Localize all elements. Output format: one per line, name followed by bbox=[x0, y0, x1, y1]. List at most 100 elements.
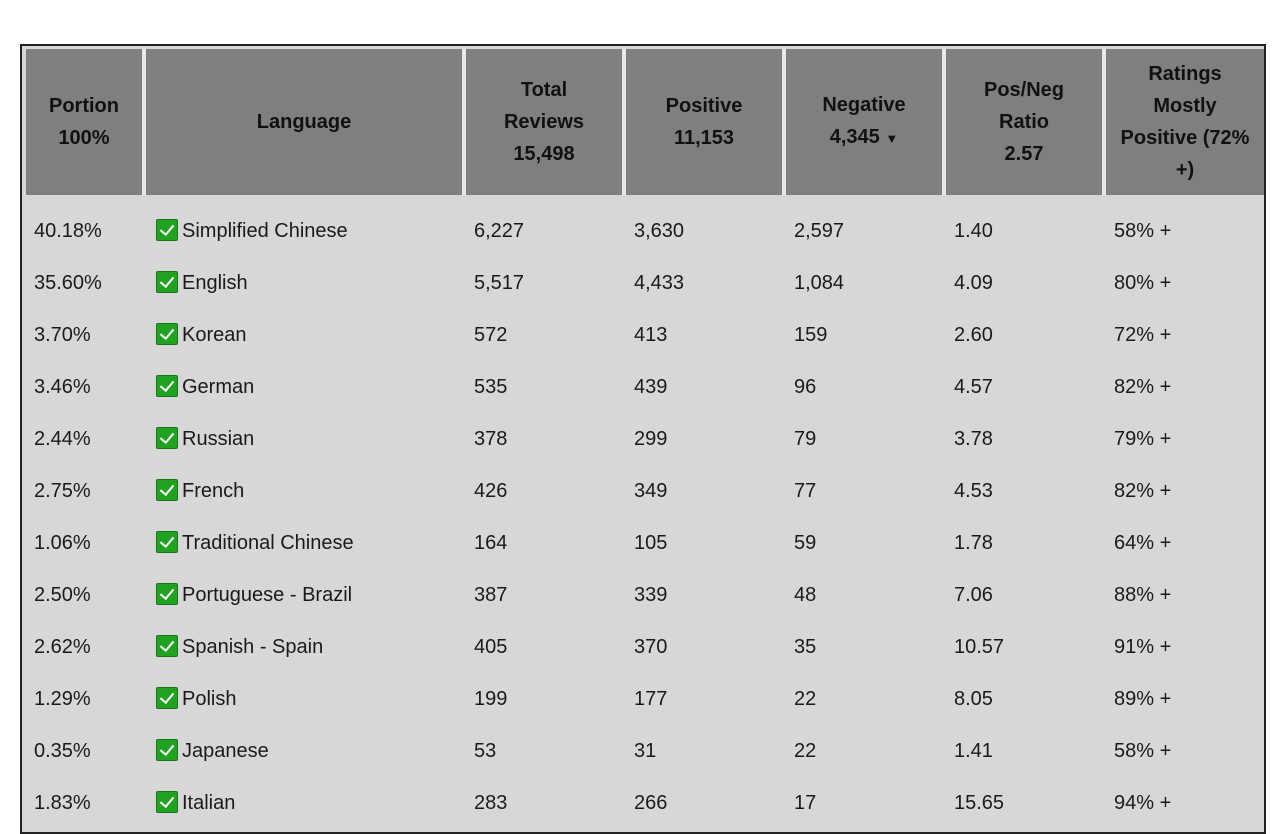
cell-portion: 2.75% bbox=[34, 479, 91, 502]
cell-portion: 2.62% bbox=[34, 635, 91, 658]
column-header-total-reviews[interactable]: Total Reviews 15,498 bbox=[466, 49, 626, 195]
cell-rating: 58% + bbox=[1114, 739, 1172, 762]
table-row: 2.62% Spanish - Spain 405 370 35 10.57 91% + bbox=[26, 621, 1264, 673]
language-label: Korean bbox=[182, 324, 247, 346]
cell-portion: 40.18% bbox=[34, 219, 102, 242]
cell-positive: 266 bbox=[634, 791, 668, 814]
cell-ratio: 4.53 bbox=[954, 479, 993, 502]
cell-ratio: 4.57 bbox=[954, 375, 993, 398]
cell-ratio: 2.60 bbox=[954, 323, 993, 346]
cell-positive: 3,630 bbox=[634, 219, 685, 242]
language-reviews-table: Portion 100% Language Total Reviews 15,4… bbox=[26, 49, 1264, 829]
cell-rating: 72% + bbox=[1114, 323, 1172, 346]
cell-total: 53 bbox=[474, 739, 497, 762]
cell-rating: 79% + bbox=[1114, 427, 1172, 450]
cell-positive: 299 bbox=[634, 427, 668, 450]
cell-ratio: 15.65 bbox=[954, 791, 1005, 814]
check-icon[interactable] bbox=[156, 531, 178, 553]
cell-portion: 1.29% bbox=[34, 687, 91, 710]
header-text: Ratio bbox=[999, 111, 1049, 133]
language-label: Simplified Chinese bbox=[182, 220, 348, 242]
cell-portion: 3.70% bbox=[34, 323, 91, 346]
table-row: 2.75% French 426 349 77 4.53 82% + bbox=[26, 465, 1264, 517]
header-text: Language bbox=[256, 111, 352, 133]
language-label: Japanese bbox=[182, 740, 269, 762]
cell-portion: 2.50% bbox=[34, 583, 91, 606]
cell-language: Korean bbox=[146, 309, 466, 361]
cell-positive: 177 bbox=[634, 687, 668, 710]
cell-negative: 48 bbox=[794, 583, 817, 606]
language-label: English bbox=[182, 272, 248, 294]
table-body: 40.18% Simplified Chinese 6,227 3,630 2,597 1… bbox=[26, 195, 1264, 829]
cell-positive: 413 bbox=[634, 323, 668, 346]
cell-negative: 35 bbox=[794, 635, 817, 658]
check-icon[interactable] bbox=[156, 375, 178, 397]
header-text: 4,345 bbox=[829, 126, 880, 148]
check-icon[interactable] bbox=[156, 219, 178, 241]
check-icon[interactable] bbox=[156, 271, 178, 293]
cell-portion: 3.46% bbox=[34, 375, 91, 398]
header-text: Positive (72% bbox=[1120, 127, 1250, 149]
check-icon[interactable] bbox=[156, 791, 178, 813]
cell-negative: 159 bbox=[794, 323, 828, 346]
header-text: +) bbox=[1175, 159, 1195, 181]
header-text: Negative bbox=[822, 94, 906, 116]
cell-positive: 105 bbox=[634, 531, 668, 554]
header-text: 100% bbox=[58, 127, 110, 149]
cell-rating: 89% + bbox=[1114, 687, 1172, 710]
cell-positive: 439 bbox=[634, 375, 668, 398]
table-row: 35.60% English 5,517 4,433 1,084 4.09 80% + bbox=[26, 257, 1264, 309]
header-text: Reviews bbox=[503, 111, 585, 133]
cell-ratio: 3.78 bbox=[954, 427, 993, 450]
cell-negative: 96 bbox=[794, 375, 817, 398]
cell-total: 5,517 bbox=[474, 271, 525, 294]
cell-total: 572 bbox=[474, 323, 508, 346]
language-label: Portuguese - Brazil bbox=[182, 584, 353, 606]
cell-language: Portuguese - Brazil bbox=[146, 569, 466, 621]
cell-negative: 77 bbox=[794, 479, 817, 502]
check-icon[interactable] bbox=[156, 739, 178, 761]
check-icon[interactable] bbox=[156, 635, 178, 657]
cell-total: 387 bbox=[474, 583, 508, 606]
table-row: 2.50% Portuguese - Brazil 387 339 48 7.06 88% … bbox=[26, 569, 1264, 621]
cell-language: Simplified Chinese bbox=[146, 195, 466, 257]
check-icon[interactable] bbox=[156, 479, 178, 501]
column-header-portion[interactable]: Portion 100% bbox=[26, 49, 146, 195]
cell-language: Traditional Chinese bbox=[146, 517, 466, 569]
language-label: Traditional Chinese bbox=[182, 532, 354, 554]
cell-ratio: 7.06 bbox=[954, 583, 993, 606]
language-label: Italian bbox=[182, 792, 236, 814]
column-header-ratings[interactable]: Ratings Mostly Positive (72% +) bbox=[1106, 49, 1264, 195]
check-icon[interactable] bbox=[156, 687, 178, 709]
column-header-pos-neg-ratio[interactable]: Pos/Neg Ratio 2.57 bbox=[946, 49, 1106, 195]
cell-positive: 370 bbox=[634, 635, 668, 658]
cell-ratio: 8.05 bbox=[954, 687, 993, 710]
cell-total: 426 bbox=[474, 479, 508, 502]
cell-ratio: 1.40 bbox=[954, 219, 993, 242]
check-icon[interactable] bbox=[156, 583, 178, 605]
cell-language: Italian bbox=[146, 777, 466, 829]
cell-rating: 88% + bbox=[1114, 583, 1172, 606]
column-header-positive[interactable]: Positive 11,153 bbox=[626, 49, 786, 195]
check-icon[interactable] bbox=[156, 323, 178, 345]
language-label: Russian bbox=[182, 428, 255, 450]
cell-total: 199 bbox=[474, 687, 508, 710]
cell-language: English bbox=[146, 257, 466, 309]
header-text: Positive bbox=[665, 95, 743, 117]
column-header-negative[interactable]: Negative 4,345 ▼ bbox=[786, 49, 946, 195]
cell-portion: 1.06% bbox=[34, 531, 91, 554]
cell-negative: 22 bbox=[794, 739, 817, 762]
language-label: Spanish - Spain bbox=[182, 636, 324, 658]
header-row: Portion 100% Language Total Reviews 15,4… bbox=[26, 49, 1264, 195]
column-header-language[interactable]: Language bbox=[146, 49, 466, 195]
cell-ratio: 4.09 bbox=[954, 271, 993, 294]
cell-rating: 82% + bbox=[1114, 375, 1172, 398]
cell-language: German bbox=[146, 361, 466, 413]
cell-negative: 2,597 bbox=[794, 219, 845, 242]
cell-portion: 2.44% bbox=[34, 427, 91, 450]
language-label: Polish bbox=[182, 688, 237, 710]
check-icon[interactable] bbox=[156, 427, 178, 449]
language-reviews-table-frame: Portion 100% Language Total Reviews 15,4… bbox=[20, 44, 1266, 834]
header-text: Total bbox=[520, 79, 568, 101]
header-text: Portion bbox=[49, 95, 119, 117]
